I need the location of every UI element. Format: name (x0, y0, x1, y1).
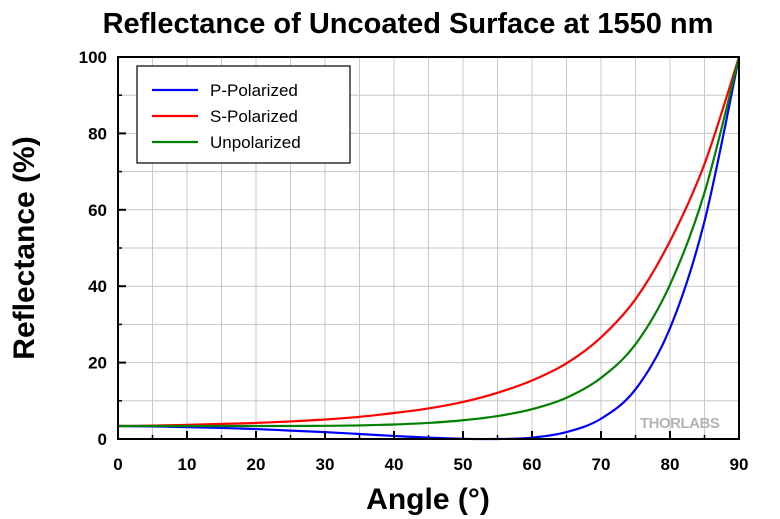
x-tick-label: 60 (523, 455, 542, 474)
axis-ticks: 0 10 20 30 40 50 60 70 80 90 0 20 40 60 80 100 (79, 48, 749, 474)
x-tick-label: 20 (247, 455, 266, 474)
y-tick-label: 40 (88, 277, 107, 296)
legend-label: Unpolarized (210, 133, 301, 152)
x-tick-label: 80 (661, 455, 680, 474)
x-tick-label: 0 (113, 455, 122, 474)
legend-label: P-Polarized (210, 81, 298, 100)
x-tick-label: 50 (454, 455, 473, 474)
y-tick-label: 0 (98, 430, 107, 449)
y-axis-label: Reflectance (%) (8, 136, 41, 359)
legend-label: S-Polarized (210, 107, 298, 126)
chart-title: Reflectance of Uncoated Surface at 1550 … (103, 8, 714, 40)
series-line-s-polarized (117, 56, 741, 428)
x-tick-label: 90 (730, 455, 749, 474)
y-tick-label: 100 (79, 48, 107, 67)
x-axis-label: Angle (°) (366, 483, 490, 516)
series-line-unpolarized (118, 56, 741, 428)
x-tick-label: 40 (385, 455, 404, 474)
x-tick-label: 10 (178, 455, 197, 474)
y-tick-label: 20 (88, 354, 107, 373)
x-tick-label: 30 (316, 455, 335, 474)
legend-box (136, 65, 351, 164)
y-tick-label: 80 (88, 124, 107, 143)
y-tick-label: 60 (88, 201, 107, 220)
thorlabs-watermark: THORLABS (640, 415, 720, 432)
x-tick-label: 70 (592, 455, 611, 474)
plot-frame (117, 56, 740, 440)
legend: P-Polarized S-Polarized Unpolarized (136, 65, 351, 164)
